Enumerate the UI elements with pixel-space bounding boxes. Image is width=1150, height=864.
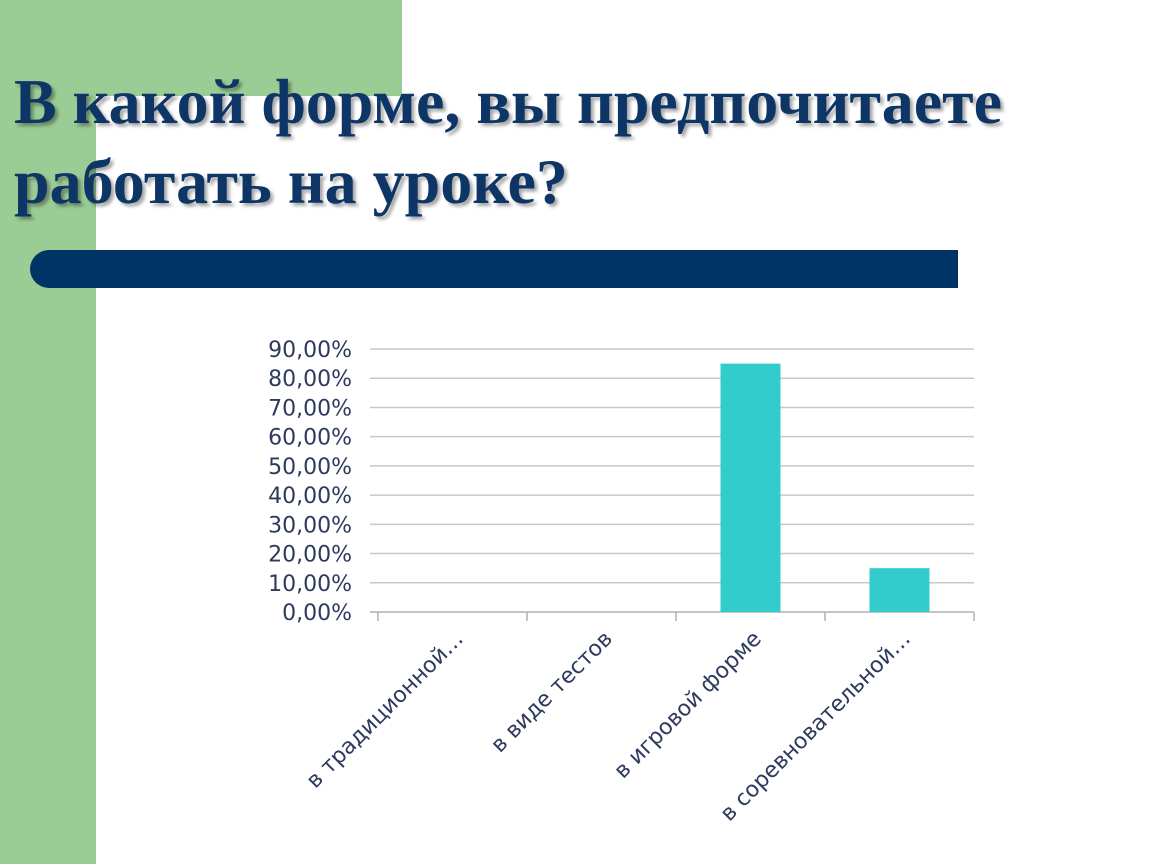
y-tick-label: 30,00% <box>268 513 352 538</box>
title-divider-bar <box>30 250 958 288</box>
slide-title-line-1: В какой форме, вы предпочитаете <box>14 66 1002 137</box>
y-tick-label: 70,00% <box>268 396 352 421</box>
y-tick-label: 40,00% <box>268 484 352 509</box>
y-tick-label: 20,00% <box>268 543 352 568</box>
x-tick-label: в виде тестов <box>486 627 617 758</box>
slide-title: В какой форме, вы предпочитаете работать… <box>14 62 1150 222</box>
y-tick-label: 90,00% <box>268 338 352 363</box>
slide-title-line-2: работать на уроке? <box>14 146 568 217</box>
y-tick-label: 50,00% <box>268 455 352 480</box>
x-tick-label: в традиционной… <box>302 627 469 794</box>
y-tick-label: 10,00% <box>268 572 352 597</box>
bar <box>720 363 781 612</box>
y-tick-label: 0,00% <box>282 601 352 626</box>
y-tick-label: 80,00% <box>268 367 352 392</box>
bar <box>869 568 930 612</box>
decor-block-side <box>0 0 96 864</box>
x-tick-label: в игровой форме <box>610 627 767 784</box>
y-tick-label: 60,00% <box>268 426 352 451</box>
